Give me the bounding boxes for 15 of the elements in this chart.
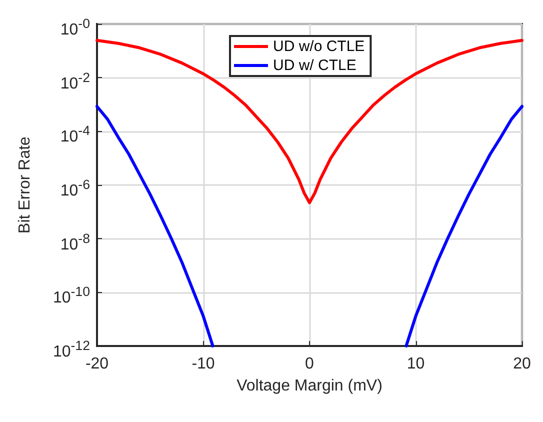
y-tick-label: 10$^{-8}$: [60, 230, 90, 255]
y-axis-title: Bit Error Rate: [16, 136, 34, 234]
y-tick-label: 10$^{-10}$: [52, 283, 90, 309]
x-tick-label: 20: [513, 356, 531, 372]
legend-label: UD w/o CTLE: [273, 38, 365, 55]
x-tick-label: 10: [406, 356, 425, 372]
x-tick-label: -10: [192, 356, 215, 372]
y-tick-label: 10$^{-2}$: [60, 68, 90, 94]
y-tick-label: 10$^{-0}$: [60, 15, 90, 40]
legend-label: UD w/ CTLE: [273, 57, 356, 74]
y-tick-label: 10$^{-6}$: [60, 176, 90, 202]
x-axis-title: Voltage Margin (mV): [236, 378, 382, 394]
line-series: [96, 38, 524, 204]
x-tick-label: 0: [305, 356, 314, 372]
y-tick-label: 10$^{-4}$: [60, 122, 90, 148]
